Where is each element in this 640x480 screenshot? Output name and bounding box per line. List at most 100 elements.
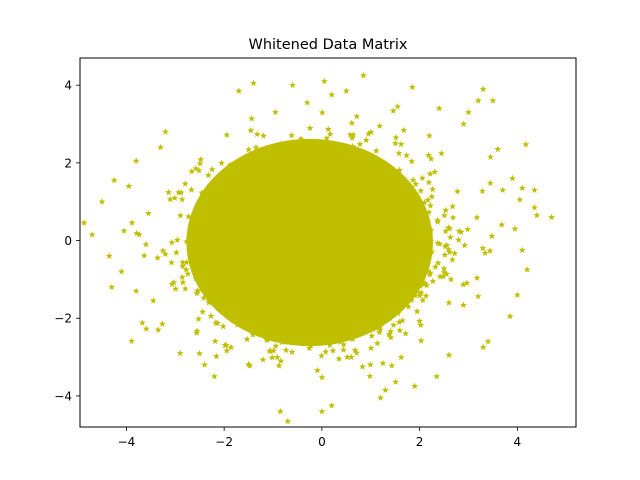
- scatter-point: [203, 224, 211, 232]
- scatter-point: [194, 225, 202, 233]
- scatter-point: [259, 356, 267, 363]
- scatter-point: [98, 198, 106, 205]
- scatter-point: [198, 211, 206, 218]
- scatter-point: [189, 227, 197, 234]
- scatter-point: [256, 166, 264, 174]
- scatter-point: [367, 322, 375, 330]
- scatter-point: [251, 328, 259, 335]
- scatter-point: [210, 372, 218, 380]
- scatter-point: [533, 211, 541, 219]
- scatter-point: [198, 239, 206, 246]
- scatter-point: [419, 174, 426, 182]
- scatter-point: [368, 332, 376, 339]
- y-tick-label: −2: [54, 312, 72, 326]
- scatter-point: [427, 237, 435, 245]
- scatter-point: [178, 195, 186, 203]
- scatter-point: [188, 167, 196, 175]
- scatter-point: [207, 269, 215, 277]
- scatter-point: [88, 231, 96, 238]
- scatter-point: [318, 373, 326, 381]
- scatter-point: [434, 259, 442, 266]
- scatter-point: [349, 142, 356, 150]
- scatter-point: [154, 326, 162, 333]
- scatter-point: [402, 330, 410, 337]
- scatter-point: [408, 157, 416, 165]
- scatter-point: [331, 148, 339, 155]
- scatter-point: [509, 174, 516, 182]
- scatter-point: [262, 159, 270, 166]
- scatter-point: [162, 128, 169, 135]
- scatter-point: [279, 141, 287, 148]
- scatter-point: [417, 289, 425, 296]
- scatter-point: [340, 341, 348, 348]
- scatter-point: [281, 317, 289, 325]
- scatter-point: [386, 314, 394, 322]
- scatter-point: [310, 334, 317, 341]
- scatter-point: [431, 263, 439, 270]
- scatter-point: [366, 361, 374, 368]
- scatter-point: [278, 322, 286, 329]
- scatter-point: [234, 313, 242, 320]
- scatter-point: [392, 139, 399, 147]
- scatter-point: [228, 177, 236, 184]
- scatter-point: [179, 258, 187, 266]
- x-tick-label: −4: [118, 435, 136, 449]
- scatter-point: [426, 170, 434, 177]
- scatter-point: [161, 250, 169, 258]
- scatter-point: [392, 378, 400, 385]
- scatter-point: [423, 281, 431, 289]
- scatter-point: [403, 151, 411, 159]
- scatter-point: [523, 266, 531, 273]
- scatter-point: [297, 135, 305, 142]
- scatter-point: [252, 143, 260, 151]
- scatter-point: [335, 355, 343, 362]
- scatter-point: [391, 168, 398, 175]
- scatter-point: [182, 266, 190, 273]
- scatter-point: [217, 204, 225, 212]
- scatter-point: [226, 311, 234, 319]
- scatter-point: [413, 307, 421, 315]
- scatter-point: [223, 347, 231, 354]
- scatter-point: [288, 131, 295, 139]
- scatter-point: [445, 246, 452, 253]
- scatter-point: [395, 149, 403, 157]
- scatter-point: [381, 386, 389, 394]
- scatter-point: [255, 313, 263, 320]
- scatter-point: [429, 277, 437, 285]
- scatter-point: [355, 320, 363, 328]
- scatter-point: [253, 130, 261, 138]
- scatter-point: [531, 186, 538, 193]
- scatter-point: [208, 255, 216, 263]
- scatter-point: [308, 149, 316, 157]
- scatter-point: [248, 159, 256, 167]
- scatter-point: [447, 275, 455, 283]
- scatter-point: [434, 218, 442, 225]
- scatter-point: [266, 335, 274, 342]
- scatter-point: [449, 214, 457, 221]
- scatter-point: [397, 140, 405, 148]
- scatter-point: [250, 315, 258, 323]
- scatter-point: [238, 312, 246, 319]
- scatter-point: [348, 134, 356, 141]
- scatter-point: [413, 288, 421, 295]
- scatter-point: [320, 77, 328, 85]
- scatter-point: [326, 130, 334, 138]
- scatter-point: [316, 331, 323, 338]
- scatter-point: [118, 268, 125, 275]
- scatter-point: [196, 247, 204, 255]
- scatter-point: [297, 335, 305, 342]
- scatter-point: [427, 202, 434, 209]
- scatter-point: [354, 147, 362, 155]
- scatter-point: [188, 186, 195, 193]
- scatter-point: [255, 319, 262, 326]
- scatter-point: [166, 195, 174, 203]
- scatter-point: [372, 147, 380, 154]
- scatter-point: [425, 132, 433, 139]
- scatter-point: [499, 186, 507, 193]
- scatter-point: [322, 348, 330, 355]
- scatter-point: [213, 285, 221, 292]
- scatter-point: [446, 233, 454, 241]
- scatter-point: [267, 144, 275, 151]
- scatter-point: [209, 274, 217, 281]
